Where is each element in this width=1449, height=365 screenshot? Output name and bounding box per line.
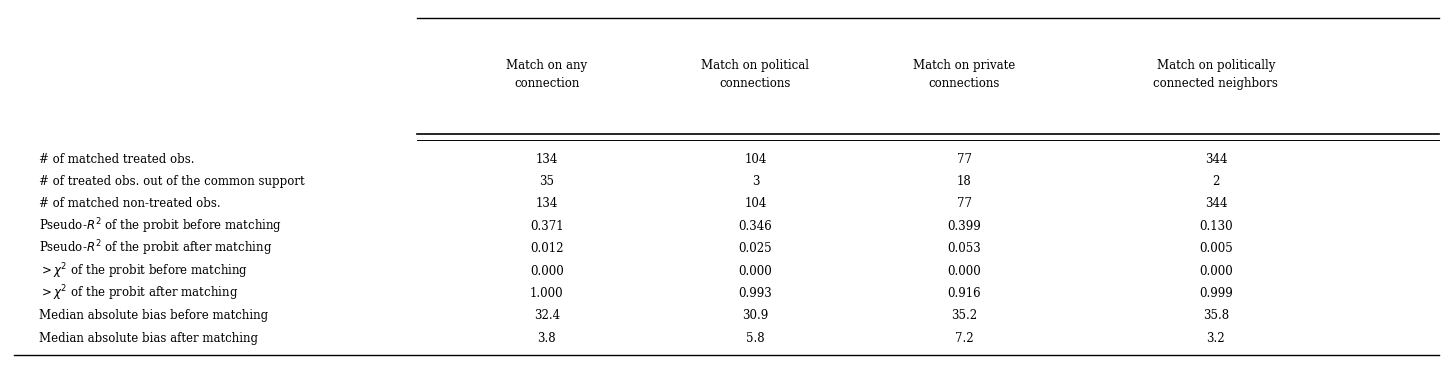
Text: 0.371: 0.371 [530,220,564,233]
Text: Match on political
connections: Match on political connections [701,59,810,89]
Text: 0.916: 0.916 [948,287,981,300]
Text: 344: 344 [1204,197,1227,210]
Text: 35: 35 [539,175,555,188]
Text: $>\chi^2$ of the probit before matching: $>\chi^2$ of the probit before matching [39,261,248,281]
Text: 3.2: 3.2 [1207,332,1226,345]
Text: 0.005: 0.005 [1198,242,1233,255]
Text: 0.399: 0.399 [948,220,981,233]
Text: Match on any
connection: Match on any connection [506,59,587,89]
Text: # of treated obs. out of the common support: # of treated obs. out of the common supp… [39,175,304,188]
Text: 32.4: 32.4 [533,310,559,322]
Text: 3.8: 3.8 [538,332,556,345]
Text: 0.025: 0.025 [739,242,772,255]
Text: 77: 77 [956,197,972,210]
Text: Median absolute bias before matching: Median absolute bias before matching [39,310,268,322]
Text: 35.8: 35.8 [1203,310,1229,322]
Text: 0.000: 0.000 [1198,265,1233,277]
Text: # of matched non-treated obs.: # of matched non-treated obs. [39,197,220,210]
Text: 0.993: 0.993 [739,287,772,300]
Text: 18: 18 [956,175,971,188]
Text: 0.346: 0.346 [739,220,772,233]
Text: 0.053: 0.053 [948,242,981,255]
Text: 344: 344 [1204,153,1227,165]
Text: 3: 3 [752,175,759,188]
Text: 7.2: 7.2 [955,332,974,345]
Text: 0.012: 0.012 [530,242,564,255]
Text: Median absolute bias after matching: Median absolute bias after matching [39,332,258,345]
Text: Match on private
connections: Match on private connections [913,59,1016,89]
Text: # of matched treated obs.: # of matched treated obs. [39,153,194,165]
Text: 104: 104 [745,153,767,165]
Text: 1.000: 1.000 [530,287,564,300]
Text: 0.000: 0.000 [739,265,772,277]
Text: 5.8: 5.8 [746,332,765,345]
Text: 35.2: 35.2 [951,310,977,322]
Text: 0.000: 0.000 [530,265,564,277]
Text: 30.9: 30.9 [742,310,768,322]
Text: Match on politically
connected neighbors: Match on politically connected neighbors [1153,59,1278,89]
Text: 0.999: 0.999 [1198,287,1233,300]
Text: 0.130: 0.130 [1200,220,1233,233]
Text: Pseudo-$R^2$ of the probit before matching: Pseudo-$R^2$ of the probit before matchi… [39,216,283,236]
Text: $>\chi^2$ of the probit after matching: $>\chi^2$ of the probit after matching [39,284,238,303]
Text: 77: 77 [956,153,972,165]
Text: 134: 134 [536,153,558,165]
Text: Pseudo-$R^2$ of the probit after matching: Pseudo-$R^2$ of the probit after matchin… [39,239,272,258]
Text: 134: 134 [536,197,558,210]
Text: 0.000: 0.000 [948,265,981,277]
Text: 104: 104 [745,197,767,210]
Text: 2: 2 [1213,175,1220,188]
